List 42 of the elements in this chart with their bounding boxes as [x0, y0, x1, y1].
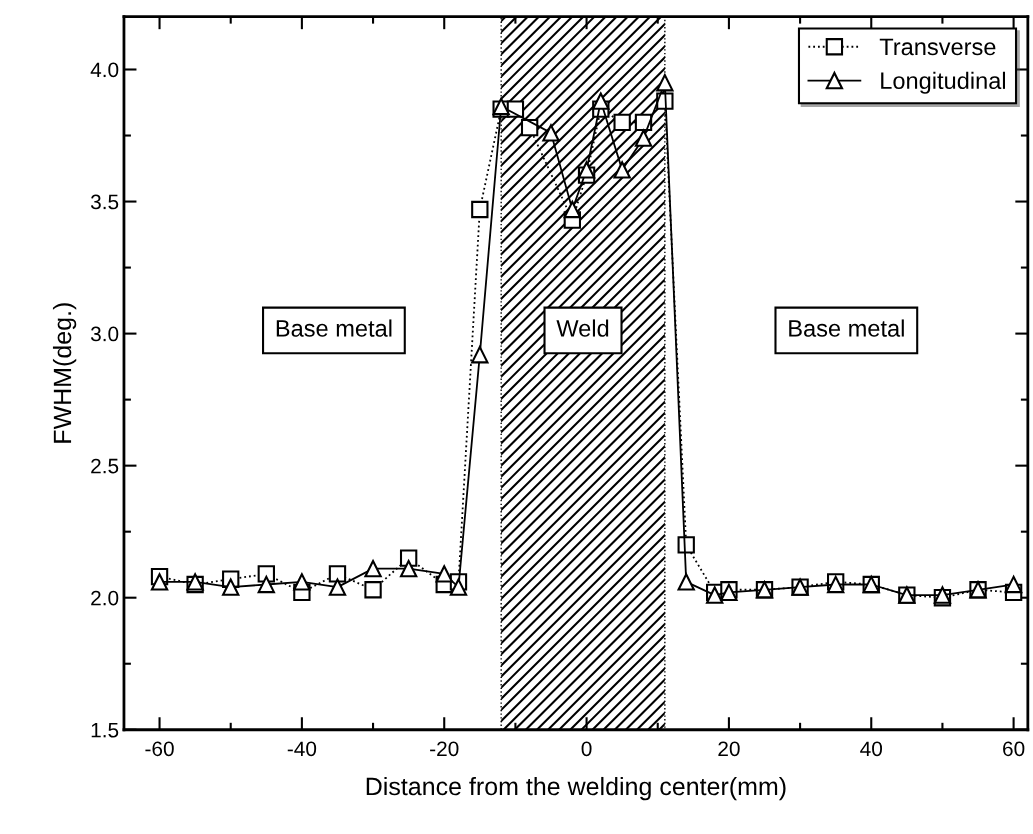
- y-tick-label: 4.0: [90, 62, 119, 78]
- legend-label: Longitudinal: [881, 71, 1006, 94]
- point: [634, 129, 653, 147]
- x-axis-title: Distance from the welding center(mm): [366, 776, 786, 801]
- point: [613, 161, 631, 179]
- point: [257, 575, 275, 594]
- point: [563, 200, 582, 219]
- point: [1004, 575, 1023, 594]
- x-tick-label: 40: [860, 741, 883, 757]
- annotation: Base metal: [276, 319, 392, 337]
- point: [449, 578, 468, 596]
- y-tick-label: 2.5: [91, 458, 119, 474]
- band-label: Weld: [556, 319, 609, 337]
- x-tick-label: -60: [145, 741, 174, 757]
- point: [435, 565, 453, 583]
- y-tick-label: 2.0: [91, 590, 119, 606]
- point: [656, 74, 674, 92]
- y-axis-title: FWHM(deg.): [52, 303, 77, 443]
- point: [399, 559, 418, 578]
- x-tick-label: 60: [1003, 741, 1025, 757]
- x-tick-label: 0: [581, 741, 592, 757]
- point: [328, 578, 347, 596]
- x-tick-label: -20: [430, 741, 459, 757]
- point: [592, 92, 610, 110]
- point: [328, 565, 347, 583]
- point: [222, 578, 240, 596]
- point: [150, 573, 169, 591]
- x-tick-label: -40: [287, 741, 317, 757]
- y-tick-label: 3.5: [90, 194, 119, 210]
- point: [613, 113, 631, 131]
- y-tick-label: 1.5: [91, 722, 119, 738]
- point: [364, 581, 382, 599]
- point: [677, 573, 695, 591]
- legend-label: Transverse: [879, 38, 996, 56]
- point: [471, 200, 489, 219]
- point: [471, 346, 489, 364]
- point: [364, 559, 382, 578]
- point: [542, 124, 560, 142]
- annotation: Base metal: [789, 319, 904, 337]
- point: [293, 573, 311, 591]
- y-tick-label: 3.0: [90, 326, 119, 342]
- x-tick-label: 20: [718, 741, 740, 757]
